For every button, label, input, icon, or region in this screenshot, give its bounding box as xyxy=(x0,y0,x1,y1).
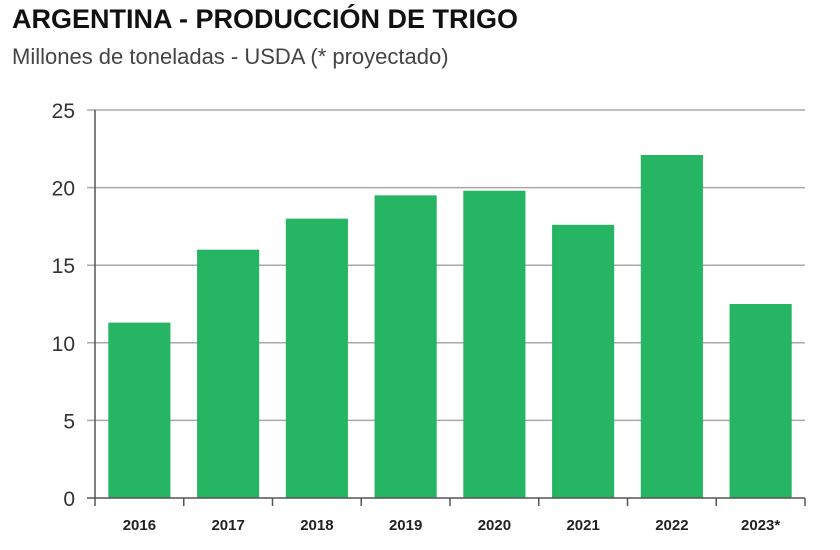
y-tick-label: 5 xyxy=(63,410,75,433)
y-tick-labels: 0 5 10 15 20 25 xyxy=(52,100,75,511)
bar-2021 xyxy=(552,224,615,498)
axes xyxy=(87,110,806,506)
x-tick-label: 2019 xyxy=(389,517,422,534)
x-tick-label: 2021 xyxy=(566,517,599,534)
x-tick-label: 2023* xyxy=(741,517,780,534)
bar-2016 xyxy=(108,322,171,498)
x-tick-label: 2017 xyxy=(211,517,244,534)
y-tick-label: 0 xyxy=(63,488,75,511)
bar-2018 xyxy=(285,218,348,498)
x-tick-label: 2020 xyxy=(478,517,511,534)
y-tick-label: 10 xyxy=(52,333,75,356)
bar-2020 xyxy=(463,190,526,499)
y-tick-label: 25 xyxy=(52,100,75,123)
chart-title: ARGENTINA - PRODUCCIÓN DE TRIGO xyxy=(12,4,518,34)
y-tick-label: 20 xyxy=(52,178,75,201)
x-tick-label: 2022 xyxy=(655,517,688,534)
x-tick-label: 2016 xyxy=(123,517,156,534)
x-tick-label: 2018 xyxy=(300,517,333,534)
bars xyxy=(108,155,792,499)
x-tick-labels: 2016 2017 2018 2019 2020 2021 2022 2023* xyxy=(123,517,781,534)
bar-2017 xyxy=(197,249,260,498)
bar-2022 xyxy=(640,155,703,498)
y-tick-label: 15 xyxy=(52,255,75,278)
chart-subtitle: Millones de toneladas - USDA (* proyecta… xyxy=(12,44,449,69)
bar-2023* xyxy=(729,304,792,498)
bar-2019 xyxy=(374,195,437,499)
